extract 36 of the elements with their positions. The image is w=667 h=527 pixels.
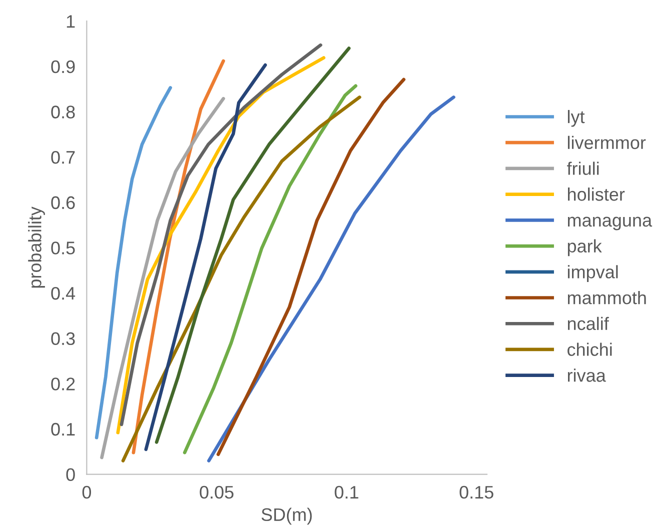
- x-tick-label: 0: [82, 486, 92, 499]
- legend-label: holister: [568, 188, 625, 201]
- x-axis-title: SD(m): [262, 508, 312, 525]
- y-tick-label: 0.3: [51, 332, 75, 346]
- y-tick-label: 0.4: [51, 286, 76, 300]
- legend-label: impval: [568, 265, 618, 282]
- line-series: [183, 84, 358, 454]
- y-tick-label: 0.6: [51, 196, 75, 210]
- line-series: [100, 96, 226, 460]
- y-tick-label: 0: [66, 468, 75, 482]
- legend-label: park: [568, 239, 602, 256]
- legend-label: livermmor: [568, 136, 646, 150]
- line-series: [207, 96, 456, 462]
- y-tick-label: 0.8: [51, 106, 75, 118]
- legend-label: mammoth: [568, 290, 646, 304]
- legend-label: ncalif: [568, 316, 609, 330]
- x-tick-label: 0.15: [460, 486, 494, 499]
- x-tick-label: 0.1: [334, 486, 358, 499]
- legend-label: lyt: [568, 110, 585, 127]
- line-series: [216, 78, 406, 456]
- y-tick-label: 1: [66, 15, 75, 28]
- y-axis-title: probability: [28, 206, 45, 288]
- line-series: [144, 63, 267, 452]
- y-tick-label: 0.2: [51, 378, 75, 390]
- line-series: [121, 96, 362, 462]
- y-tick-label: 0.7: [51, 150, 75, 164]
- y-tick-label: 0.5: [51, 242, 75, 254]
- legend-label: managuna: [568, 216, 652, 230]
- line-series: [154, 46, 351, 444]
- y-tick-label: 0.9: [51, 60, 75, 74]
- y-tick-label: 0.1: [51, 422, 75, 436]
- line-series: [94, 86, 172, 440]
- x-tick-label: 0.05: [200, 486, 234, 499]
- legend-label: rivaa: [568, 368, 606, 382]
- legend-label: chichi: [568, 342, 612, 356]
- legend-label: friuli: [567, 162, 599, 175]
